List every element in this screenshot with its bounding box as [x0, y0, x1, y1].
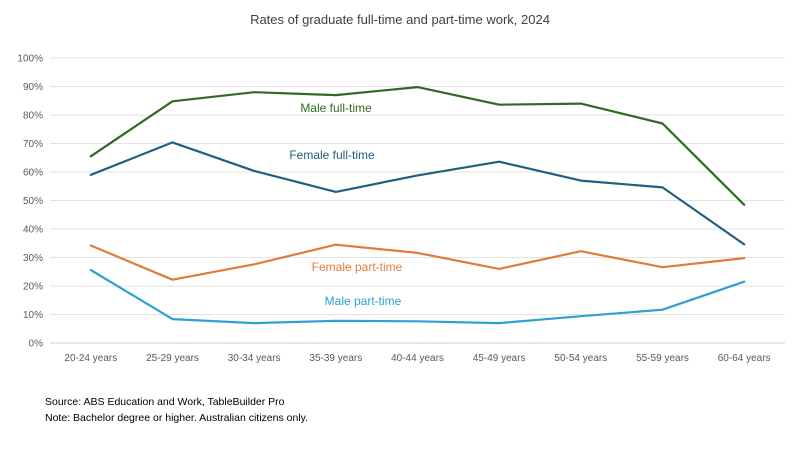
x-tick-label: 35-39 years: [309, 353, 362, 364]
x-tick-label: 50-54 years: [554, 353, 607, 364]
x-tick-label: 20-24 years: [64, 353, 117, 364]
x-axis: 20-24 years 25-29 years 30-34 years 35-39 y…: [64, 353, 770, 364]
y-tick-label: 30%: [23, 253, 43, 264]
y-tick-label: 10%: [23, 310, 43, 321]
label-female-full-time: Female full-time: [289, 148, 375, 162]
y-tick-label: 50%: [23, 196, 43, 207]
y-tick-label: 0%: [29, 339, 44, 350]
y-tick-label: 90%: [23, 82, 43, 93]
y-tick-label: 100%: [17, 54, 43, 65]
y-tick-label: 20%: [23, 282, 43, 293]
series-lines: [89, 85, 746, 325]
series-line-female-full-time: [89, 141, 746, 246]
y-tick-label: 70%: [23, 139, 43, 150]
series-line-male-part-time: [89, 268, 746, 325]
y-tick-label: 80%: [23, 111, 43, 122]
x-tick-label: 55-59 years: [636, 353, 689, 364]
x-tick-label: 40-44 years: [391, 353, 444, 364]
x-tick-label: 30-34 years: [228, 353, 281, 364]
x-tick-label: 45-49 years: [473, 353, 526, 364]
footnote: Note: Bachelor degree or higher. Austral…: [45, 412, 309, 424]
x-tick-label: 25-29 years: [146, 353, 199, 364]
label-female-part-time: Female part-time: [312, 260, 403, 274]
source-note: Source: ABS Education and Work, TableBui…: [45, 396, 285, 408]
series-line-male-full-time: [89, 85, 746, 206]
gridlines: [50, 57, 785, 344]
y-tick-label: 60%: [23, 168, 43, 179]
y-axis: 0% 10% 20% 30% 40% 50% 60% 70% 80% 90% 100%: [17, 54, 43, 350]
series-line-female-part-time: [89, 243, 746, 281]
x-tick-label: 60-64 years: [718, 353, 771, 364]
y-tick-label: 40%: [23, 225, 43, 236]
label-male-part-time: Male part-time: [325, 294, 402, 308]
label-male-full-time: Male full-time: [300, 101, 372, 115]
series-labels: Male full-time Female full-time Female p…: [289, 101, 402, 308]
chart-title: Rates of graduate full-time and part-tim…: [250, 12, 550, 27]
